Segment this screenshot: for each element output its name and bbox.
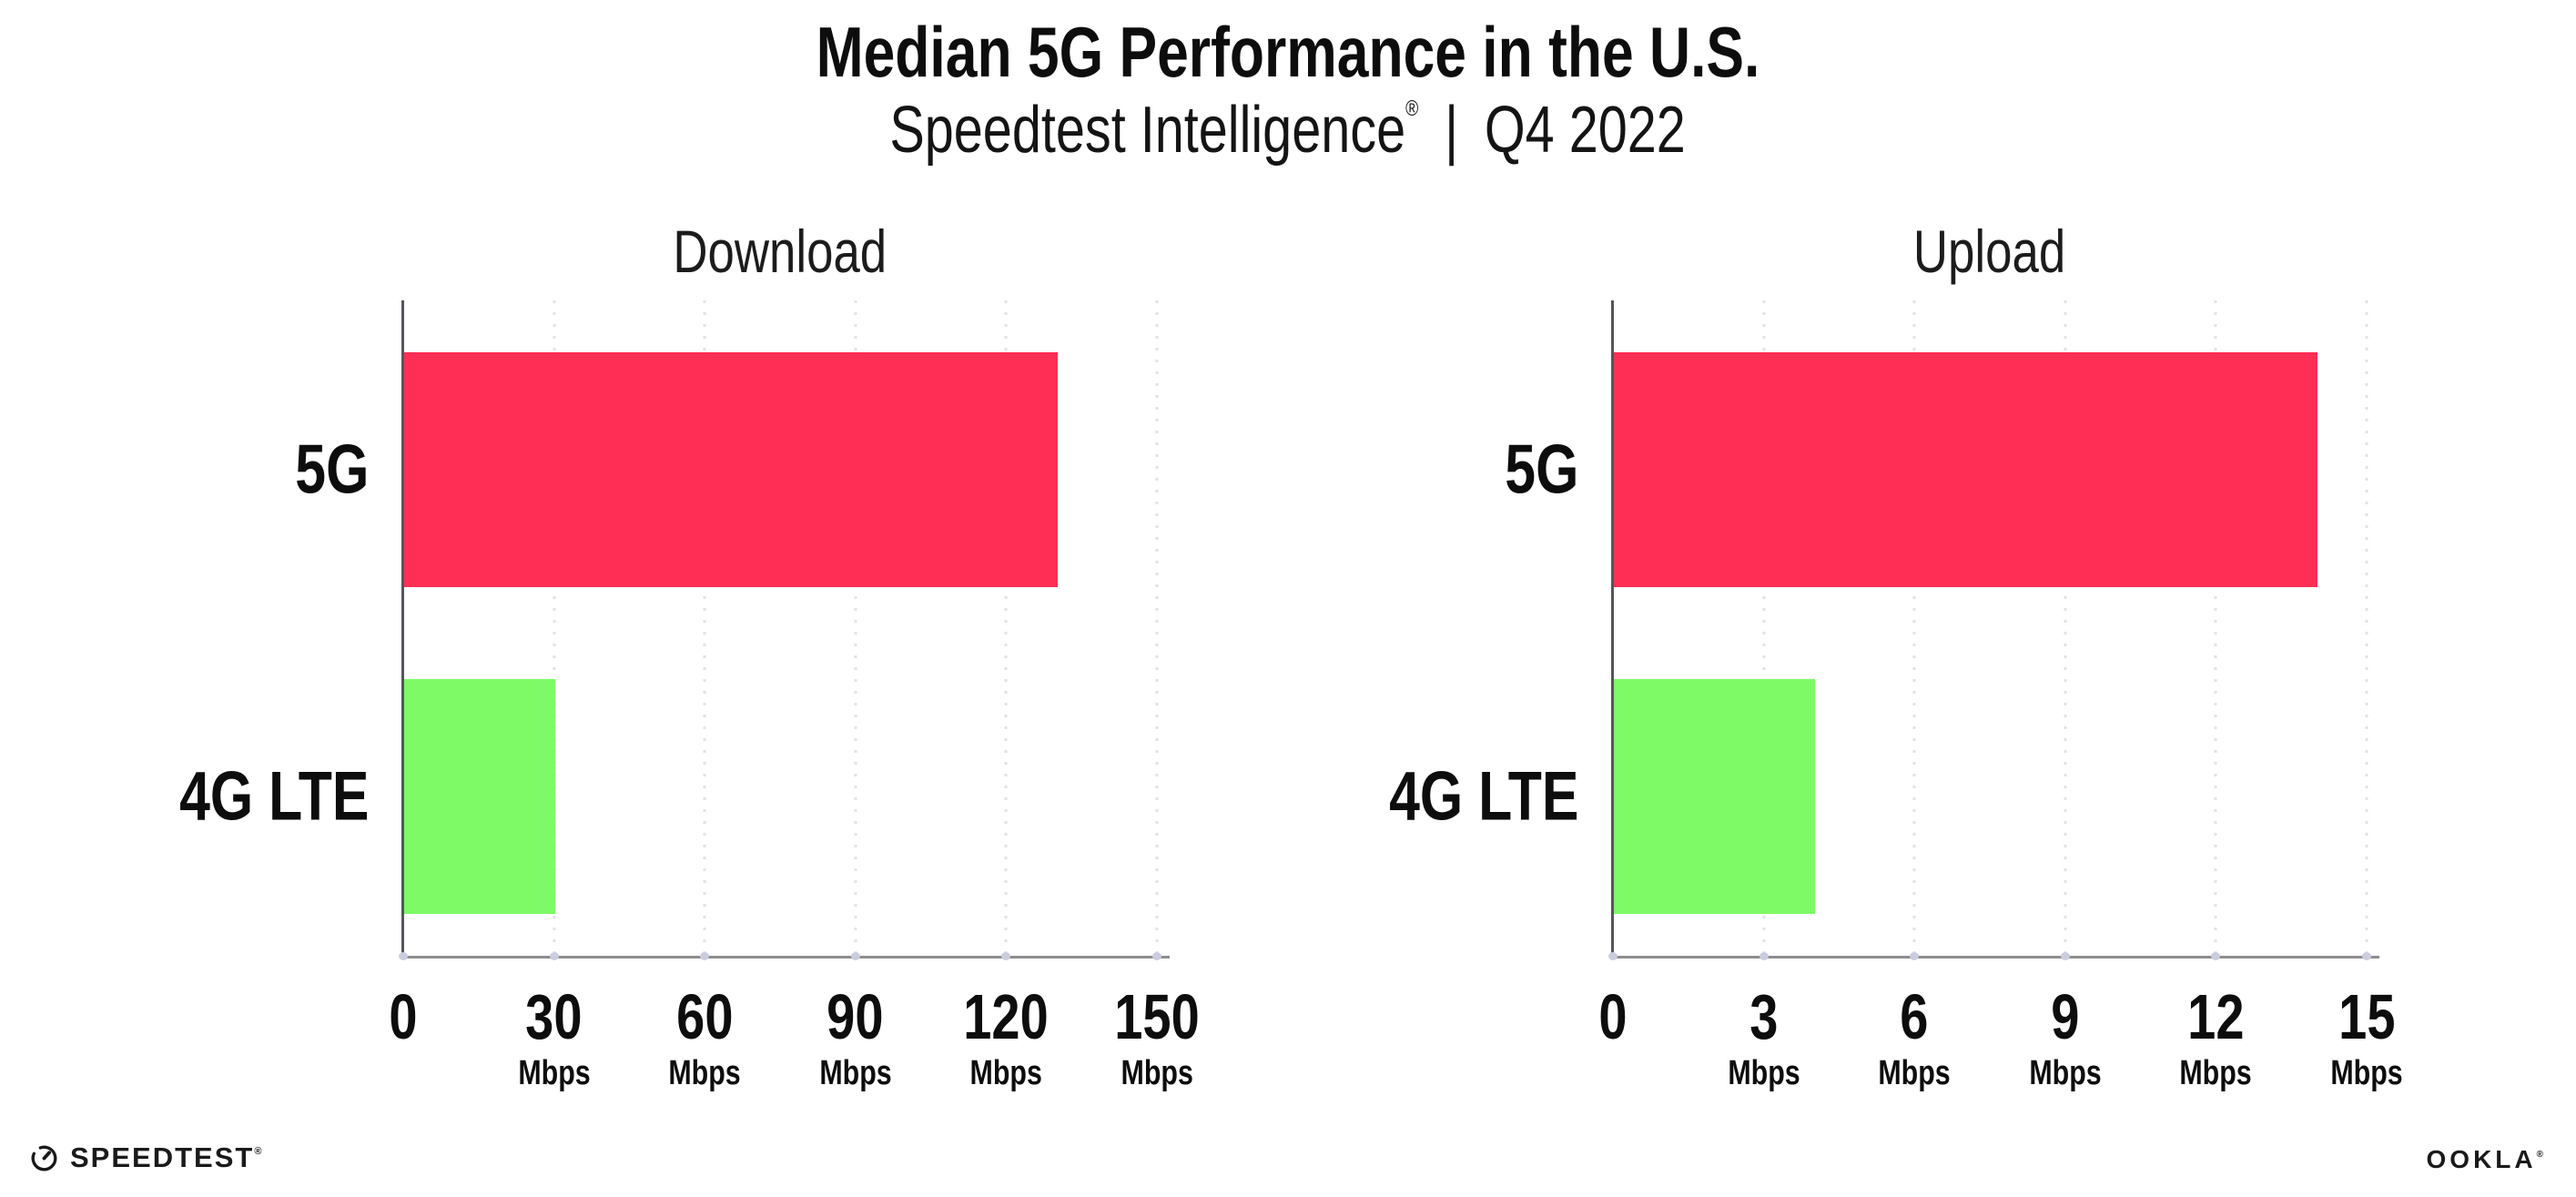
page-title: Median 5G Performance in the U.S.: [816, 12, 1760, 92]
axis-tick-dot: [1001, 952, 1011, 960]
category-label-5g: 5G: [1504, 431, 1578, 509]
x-tick-value: 90: [827, 981, 884, 1052]
x-tick-value: 6: [1900, 981, 1929, 1052]
x-tick-unit: Mbps: [2179, 1054, 2253, 1092]
y-axis-line: [401, 300, 404, 959]
subtitle-separator: |: [1445, 94, 1459, 167]
download-chart-title: Download: [673, 218, 887, 285]
axis-tick-dot: [1152, 952, 1161, 960]
category-label-4g-lte: 4G LTE: [1388, 757, 1578, 836]
x-tick-value: 150: [1114, 981, 1200, 1052]
x-tick-label: 60 Mbps: [660, 985, 750, 1090]
gridline: [1155, 300, 1159, 956]
registered-mark: ®: [1405, 96, 1419, 121]
x-tick-unit: Mbps: [969, 1054, 1043, 1092]
download-chart: Download 5G 4G LTE 0 30 Mbps 60 Mbps 90 Mbps 12…: [179, 218, 1200, 1090]
axis-tick-dot: [2060, 952, 2070, 960]
axis-tick-dot: [2362, 952, 2371, 960]
gridline: [2365, 300, 2368, 956]
gridline: [703, 300, 706, 956]
category-label-4g-lte: 4G LTE: [178, 757, 369, 836]
x-tick-label: 0: [386, 985, 421, 1049]
download-plot-area: 0 30 Mbps 60 Mbps 90 Mbps 120 Mbps 150 Mbps: [389, 300, 1200, 1090]
speedtest-logo-text: SPEEDTEST®: [70, 1141, 262, 1173]
bar-4g-lte: [1614, 679, 1815, 914]
x-axis-line: [401, 956, 1170, 959]
x-tick-value: 0: [1598, 981, 1628, 1052]
gridline: [553, 300, 556, 956]
x-tick-label: 30 Mbps: [509, 985, 599, 1090]
page-subtitle: Speedtest Intelligence® | Q4 2022: [0, 93, 2576, 167]
ookla-logo-text: OOKLA®: [2426, 1145, 2543, 1173]
x-tick-value: 15: [2338, 981, 2396, 1052]
upload-plot-area: 0 3 Mbps 6 Mbps 9 Mbps 12 Mbps 15 Mbps: [1598, 300, 2403, 1090]
axis-tick-dot: [399, 952, 408, 960]
axis-tick-dot: [1608, 952, 1618, 960]
speedtest-logo: SPEEDTEST®: [30, 1141, 261, 1174]
x-tick-label: 15 Mbps: [2321, 985, 2411, 1090]
x-tick-label: 9 Mbps: [2020, 985, 2110, 1090]
x-tick-value: 9: [2051, 981, 2080, 1052]
subtitle-period: Q4 2022: [1485, 94, 1687, 167]
bar-5g: [1614, 352, 2317, 587]
axis-tick-dot: [700, 952, 710, 960]
x-tick-unit: Mbps: [2029, 1054, 2102, 1092]
x-tick-value: 60: [676, 981, 734, 1052]
axis-tick-dot: [1910, 952, 1920, 960]
speedtest-gauge-icon: [31, 1145, 57, 1171]
gridline: [2214, 300, 2217, 956]
gridline: [1004, 300, 1008, 956]
x-tick-label: 90 Mbps: [810, 985, 900, 1090]
x-tick-unit: Mbps: [668, 1054, 741, 1092]
x-tick-value: 0: [389, 981, 418, 1052]
gridline: [1762, 300, 1766, 956]
x-tick-label: 12 Mbps: [2171, 985, 2261, 1090]
x-tick-unit: Mbps: [819, 1054, 892, 1092]
bar-5g: [404, 352, 1058, 587]
x-tick-unit: Mbps: [1727, 1054, 1800, 1092]
axis-tick-dot: [549, 952, 559, 960]
x-tick-label: 150 Mbps: [1104, 985, 1211, 1090]
axis-tick-dot: [850, 952, 860, 960]
ookla-logo: OOKLA®: [2427, 1145, 2543, 1174]
x-tick-value: 120: [963, 981, 1050, 1052]
upload-chart: Upload 5G 4G LTE 0 3 Mbps 6 Mbps 9 Mbps 12 Mbps 1…: [1389, 218, 2403, 1090]
category-label-5g: 5G: [294, 431, 369, 509]
x-tick-label: 3 Mbps: [1719, 985, 1809, 1090]
x-tick-value: 3: [1749, 981, 1779, 1052]
axis-tick-dot: [2211, 952, 2221, 960]
x-tick-label: 120 Mbps: [953, 985, 1060, 1090]
gridline: [2064, 300, 2067, 956]
x-tick-unit: Mbps: [1121, 1054, 1193, 1092]
x-tick-value: 12: [2187, 981, 2245, 1052]
gridline: [854, 300, 857, 956]
subtitle-brand: Speedtest Intelligence: [889, 94, 1406, 167]
x-tick-unit: Mbps: [517, 1054, 591, 1092]
x-tick-label: 0: [1596, 985, 1631, 1049]
bar-4g-lte: [404, 679, 555, 914]
registered-mark: ®: [2536, 1150, 2543, 1160]
x-tick-unit: Mbps: [2330, 1054, 2403, 1092]
registered-mark: ®: [254, 1146, 262, 1157]
gridline: [1912, 300, 1916, 956]
x-tick-unit: Mbps: [1878, 1054, 1951, 1092]
x-axis-line: [1611, 956, 2379, 959]
axis-tick-dot: [1759, 952, 1769, 960]
x-tick-label: 6 Mbps: [1870, 985, 1960, 1090]
y-axis-line: [1611, 300, 1614, 959]
x-tick-value: 30: [525, 981, 583, 1052]
upload-chart-title: Upload: [1913, 218, 2066, 285]
